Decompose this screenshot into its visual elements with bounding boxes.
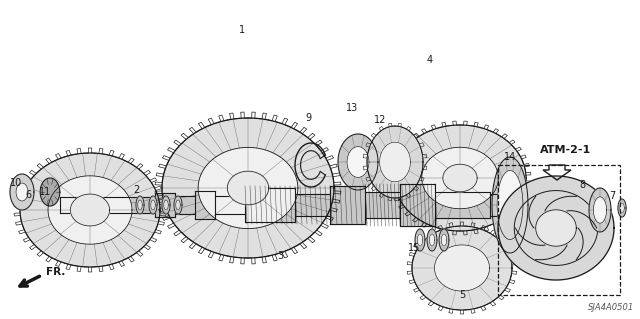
- Polygon shape: [176, 200, 180, 210]
- Text: 2: 2: [133, 185, 139, 195]
- Polygon shape: [48, 176, 132, 244]
- Polygon shape: [10, 174, 34, 210]
- Polygon shape: [338, 134, 378, 190]
- Polygon shape: [138, 200, 142, 210]
- Polygon shape: [429, 234, 435, 246]
- Text: 1: 1: [239, 25, 245, 35]
- Polygon shape: [435, 245, 490, 291]
- Polygon shape: [498, 176, 614, 280]
- Text: SJA4A0501: SJA4A0501: [588, 303, 634, 312]
- Polygon shape: [412, 226, 512, 310]
- Polygon shape: [40, 178, 60, 206]
- Polygon shape: [394, 125, 526, 231]
- Polygon shape: [497, 170, 523, 240]
- Polygon shape: [443, 164, 477, 192]
- Polygon shape: [198, 147, 298, 229]
- Text: ATM-2-1: ATM-2-1: [540, 145, 591, 155]
- Polygon shape: [227, 171, 269, 205]
- Text: 13: 13: [346, 103, 358, 113]
- Polygon shape: [70, 194, 109, 226]
- Polygon shape: [536, 210, 576, 246]
- Text: 11: 11: [39, 187, 51, 197]
- Text: FR.: FR.: [46, 267, 65, 277]
- Text: 7: 7: [609, 191, 615, 201]
- Polygon shape: [442, 234, 447, 246]
- Polygon shape: [149, 196, 157, 214]
- Polygon shape: [618, 199, 626, 217]
- Bar: [498, 165, 620, 295]
- Text: 15: 15: [408, 243, 420, 253]
- Polygon shape: [164, 200, 168, 210]
- Polygon shape: [367, 126, 423, 198]
- Polygon shape: [162, 118, 334, 258]
- Polygon shape: [174, 196, 182, 214]
- Text: 14: 14: [504, 152, 516, 162]
- Polygon shape: [162, 196, 170, 214]
- Polygon shape: [439, 229, 449, 251]
- Polygon shape: [422, 147, 499, 209]
- Text: 5: 5: [459, 290, 465, 300]
- Polygon shape: [427, 229, 437, 251]
- Polygon shape: [20, 153, 160, 267]
- Text: 4: 4: [427, 55, 433, 65]
- Text: 12: 12: [374, 115, 386, 125]
- Text: 9: 9: [305, 113, 311, 123]
- Polygon shape: [151, 200, 156, 210]
- Polygon shape: [380, 142, 410, 182]
- Polygon shape: [347, 147, 369, 177]
- Text: 6: 6: [25, 190, 31, 200]
- Text: 8: 8: [579, 180, 585, 190]
- Polygon shape: [593, 197, 607, 223]
- Polygon shape: [620, 203, 624, 213]
- Polygon shape: [417, 234, 422, 246]
- Polygon shape: [589, 188, 611, 232]
- Polygon shape: [415, 229, 425, 251]
- Text: 10: 10: [10, 178, 22, 188]
- Polygon shape: [136, 196, 144, 214]
- Polygon shape: [492, 157, 528, 253]
- Polygon shape: [16, 183, 28, 201]
- Text: 3: 3: [277, 251, 283, 261]
